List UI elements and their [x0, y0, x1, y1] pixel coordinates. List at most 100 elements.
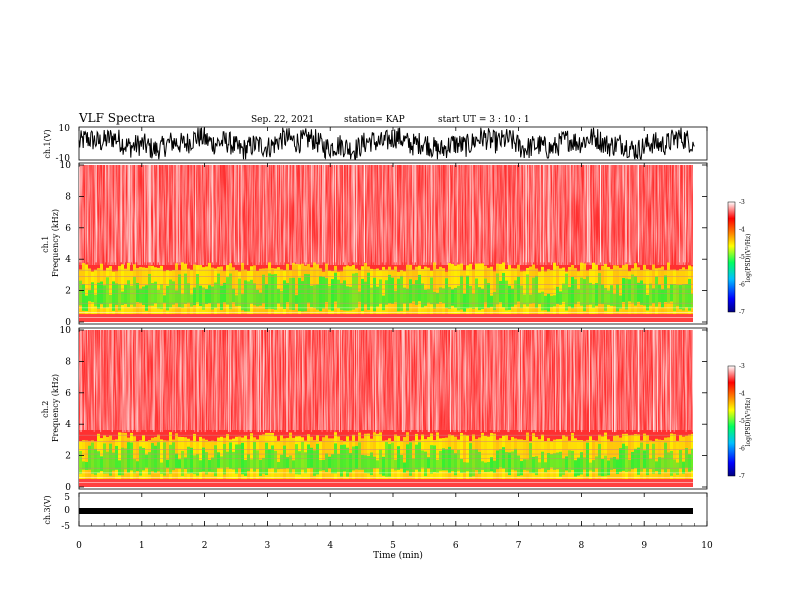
ch1-band-green	[556, 286, 559, 304]
ch1-band-green	[673, 284, 676, 312]
ch2-noise-streak	[631, 330, 633, 433]
ch1-band-green	[454, 287, 457, 308]
ch2-band-green	[166, 459, 169, 468]
ch2-noise-streak	[395, 330, 397, 433]
ch2-noise-streak	[263, 330, 264, 433]
ch1-band-column	[241, 262, 244, 315]
ch1-band-green	[406, 288, 409, 311]
ch1-band-column	[646, 269, 649, 315]
ch2-noise-streak	[273, 330, 275, 433]
ch2-band-column	[562, 435, 565, 480]
ch2-band-green	[205, 452, 208, 475]
ch2-noise-streak	[598, 330, 600, 433]
ch1-band-green	[472, 293, 475, 309]
ch2-band-green	[208, 459, 211, 472]
ch2-band-green	[133, 459, 136, 474]
ch1-band-green	[379, 279, 382, 304]
ch2-noise-streak	[508, 330, 510, 433]
ch2-colorbar-tick: -6	[739, 446, 745, 453]
ch2-noise-streak	[80, 330, 82, 433]
ch2-band-green	[415, 444, 418, 470]
ch2-noise-streak	[145, 330, 147, 433]
ch2-band-green	[496, 450, 499, 470]
ch2-band-column	[592, 440, 595, 480]
ch2-band-green	[580, 452, 583, 475]
ch2-noise-streak	[326, 330, 328, 433]
ch2-band-column	[376, 433, 379, 480]
ch2-noise-streak	[124, 330, 126, 433]
ch2-band-green	[664, 442, 667, 473]
ch2-band-column	[403, 437, 406, 480]
ch2-noise-streak	[137, 330, 139, 433]
ch1-band-green	[238, 278, 241, 306]
ch1-band-green	[493, 291, 496, 311]
ch1-noise-streak	[148, 165, 150, 263]
ch2-noise-streak	[450, 330, 451, 433]
ch2-band-green	[511, 451, 514, 470]
ch2-band-green	[139, 446, 142, 476]
ch2-band-green	[370, 452, 373, 476]
ch1-ytick-label: 8	[65, 192, 71, 202]
ch1-noise-streak	[469, 165, 471, 263]
ch2-band-green	[448, 446, 451, 474]
ch1-band-green	[559, 291, 562, 305]
ch1-band-green	[250, 279, 253, 304]
ch1-noise-streak	[525, 165, 527, 263]
ch2-band-green	[334, 443, 337, 474]
ch2-band-green	[418, 442, 421, 472]
ch2-band-green	[577, 457, 580, 476]
ch1-noise-streak	[176, 165, 178, 263]
ch2-band-green	[307, 444, 310, 469]
ch2-band-green	[421, 450, 424, 468]
ch1-noise-streak	[415, 165, 417, 263]
ch2-band-green	[382, 456, 385, 476]
ch1-colorbar-tick: -7	[739, 309, 745, 316]
ch1-noise-streak	[431, 165, 432, 263]
ch1-band-column	[94, 269, 97, 315]
ch1-band-green	[79, 280, 82, 306]
ch2-band-green	[619, 448, 622, 472]
ch2-noise-streak	[692, 330, 693, 433]
ch3-waveform-ylabel: ch.3(V)	[43, 495, 52, 524]
ch2-noise-streak	[122, 330, 124, 433]
ch2-ytick-label: 0	[65, 483, 71, 493]
ch1-noise-streak	[523, 165, 525, 263]
ch1-band-green	[220, 285, 223, 310]
ch2-noise-streak	[381, 330, 383, 433]
ch2-noise-streak	[581, 330, 583, 433]
ch1-colorbar-tick: -6	[739, 282, 745, 289]
ch1-band-green	[661, 289, 664, 308]
ch1-noise-streak	[144, 165, 146, 263]
ch1-noise-streak	[275, 165, 277, 263]
ch1-band-green	[619, 295, 622, 309]
ch1-band-green	[490, 295, 493, 307]
ch1-noise-streak	[669, 165, 671, 263]
ch1-ytick-label: 0	[65, 318, 71, 328]
ch1-band-column	[433, 262, 436, 315]
ch3-ytick-mid: 0	[64, 506, 70, 516]
ch2-noise-streak	[339, 330, 340, 433]
ch1-band-green	[211, 286, 214, 310]
ch2-band-green	[172, 442, 175, 471]
ch2-band-green	[91, 442, 94, 474]
ch2-noise-streak	[402, 330, 404, 433]
ch1-band-green	[427, 289, 430, 303]
ch2-noise-streak	[285, 330, 287, 433]
ch2-band-green	[82, 461, 85, 470]
ch1-band-green	[532, 277, 535, 304]
ch2-noise-streak	[459, 330, 461, 433]
ch1-band-column	[181, 262, 184, 315]
ch2-band-green	[472, 449, 475, 477]
ch2-ylabel-line2: Frequency (kHz)	[51, 374, 60, 442]
ch2-band-green	[481, 461, 484, 470]
ch1-band-green	[442, 288, 445, 304]
ch1-band-green	[163, 295, 166, 303]
ch2-band-green	[85, 461, 88, 470]
ch1-noise-streak	[558, 165, 560, 263]
ch1-noise-streak	[609, 165, 610, 263]
ch2-band-column	[484, 435, 487, 480]
ch1-band-green	[148, 273, 151, 306]
ch1-noise-streak	[385, 165, 387, 263]
ch2-band-green	[442, 448, 445, 471]
